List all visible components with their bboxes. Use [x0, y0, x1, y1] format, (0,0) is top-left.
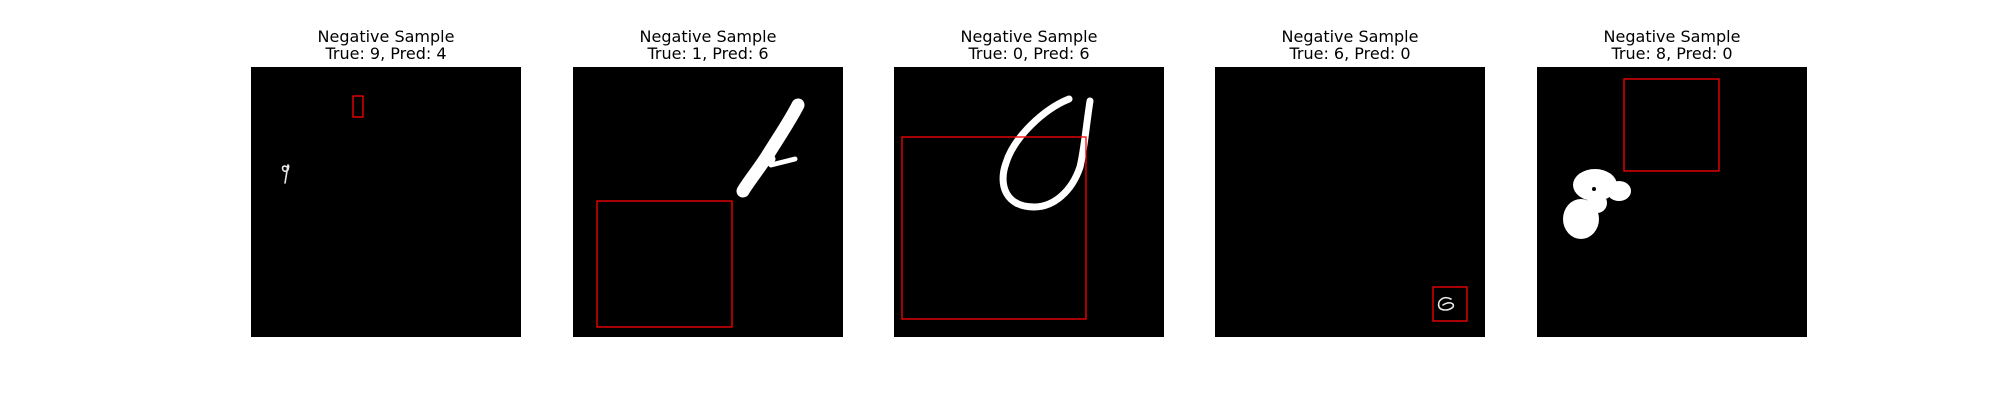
panel-title: Negative Sample True: 1, Pred: 6	[573, 28, 843, 64]
detection-box	[901, 136, 1087, 320]
digit-stroke	[736, 98, 805, 198]
sample-panel-5: Negative Sample True: 8, Pred: 0	[1537, 28, 1807, 337]
panel-labels: True: 6, Pred: 0	[1289, 44, 1411, 63]
panel-title: Negative Sample True: 9, Pred: 4	[251, 28, 521, 64]
detection-box	[1432, 286, 1468, 322]
sample-image	[894, 67, 1164, 337]
panel-title: Negative Sample True: 0, Pred: 6	[894, 28, 1164, 64]
digit-hole	[1592, 187, 1596, 191]
panel-title: Negative Sample True: 8, Pred: 0	[1537, 28, 1807, 64]
digit-blob	[1563, 169, 1631, 239]
panel-labels: True: 1, Pred: 6	[647, 44, 769, 63]
panel-heading: Negative Sample	[1281, 27, 1419, 46]
panel-labels: True: 8, Pred: 0	[1611, 44, 1733, 63]
panel-title: Negative Sample True: 6, Pred: 0	[1215, 28, 1485, 64]
panel-labels: True: 9, Pred: 4	[325, 44, 447, 63]
sample-panel-1: Negative Sample True: 9, Pred: 4	[251, 28, 521, 337]
panel-heading: Negative Sample	[317, 27, 455, 46]
sample-panel-2: Negative Sample True: 1, Pred: 6	[573, 28, 843, 337]
digit-stroke	[1437, 296, 1455, 311]
sample-image	[1537, 67, 1807, 337]
sample-image	[1215, 67, 1485, 337]
detection-box	[596, 200, 733, 328]
sample-panel-4: Negative Sample True: 6, Pred: 0	[1215, 28, 1485, 337]
panel-labels: True: 0, Pred: 6	[968, 44, 1090, 63]
sample-panel-3: Negative Sample True: 0, Pred: 6	[894, 28, 1164, 337]
digit-stroke	[281, 164, 290, 184]
panel-heading: Negative Sample	[960, 27, 1098, 46]
panel-heading: Negative Sample	[1603, 27, 1741, 46]
digit-stroke	[999, 95, 1094, 211]
detection-box	[1623, 78, 1720, 172]
panel-heading: Negative Sample	[639, 27, 777, 46]
sample-image	[251, 67, 521, 337]
detection-box	[352, 95, 364, 118]
sample-image	[573, 67, 843, 337]
